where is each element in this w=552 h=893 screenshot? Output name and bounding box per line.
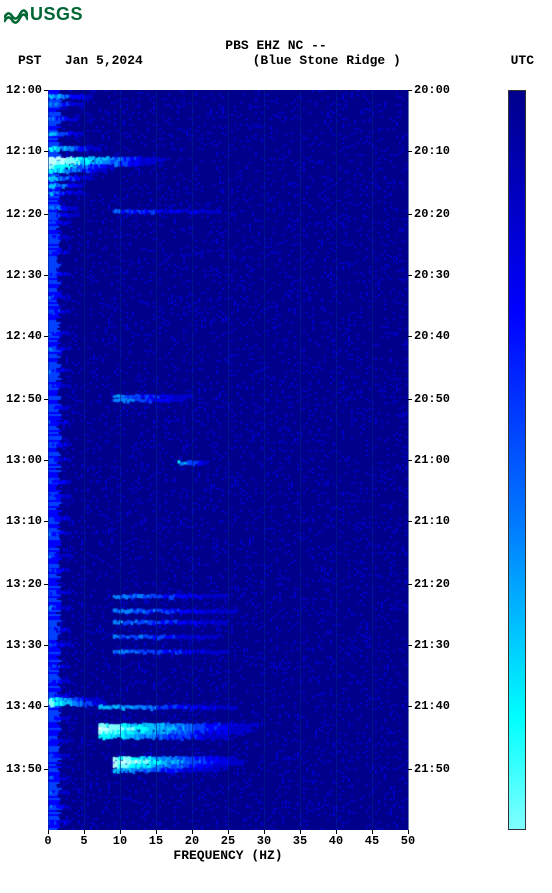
y-right-tick: 20:50	[414, 392, 450, 406]
x-tick: 25	[221, 834, 235, 848]
location-label: (Blue Stone Ridge )	[253, 53, 401, 68]
y-right-tick: 20:20	[414, 207, 450, 221]
y-left-tick: 13:50	[6, 762, 42, 776]
y-right-tick: 20:30	[414, 268, 450, 282]
x-tick: 50	[401, 834, 415, 848]
x-tick: 15	[149, 834, 163, 848]
y-left-tick: 12:50	[6, 392, 42, 406]
station-id: PBS EHZ NC --	[0, 38, 552, 53]
y-left-tick: 13:00	[6, 453, 42, 467]
colorbar	[508, 90, 526, 830]
y-left-tick: 13:10	[6, 514, 42, 528]
y-left-tick: 13:40	[6, 699, 42, 713]
usgs-logo-text: USGS	[30, 4, 83, 25]
y-left-tick: 13:20	[6, 577, 42, 591]
y-left-tick: 12:20	[6, 207, 42, 221]
y-right-tick: 21:00	[414, 453, 450, 467]
tz-right-label: UTC	[511, 53, 534, 68]
y-right-tick: 20:40	[414, 329, 450, 343]
chart-header: PBS EHZ NC -- PST Jan 5,2024 (Blue Stone…	[0, 38, 552, 68]
y-left-tick: 12:30	[6, 268, 42, 282]
x-tick: 0	[44, 834, 51, 848]
y-right-tick: 21:20	[414, 577, 450, 591]
x-axis-label: FREQUENCY (HZ)	[48, 848, 408, 863]
usgs-wave-icon	[4, 6, 28, 24]
y-right-tick: 21:40	[414, 699, 450, 713]
y-right-tick: 20:00	[414, 83, 450, 97]
tz-left-label: PST	[18, 53, 41, 68]
y-right-tick: 21:50	[414, 762, 450, 776]
y-left-tick: 12:00	[6, 83, 42, 97]
y-right-tick: 21:10	[414, 514, 450, 528]
usgs-logo: USGS	[4, 4, 83, 25]
x-tick: 20	[185, 834, 199, 848]
x-tick: 45	[365, 834, 379, 848]
y-right-tick: 20:10	[414, 144, 450, 158]
y-left-tick: 12:40	[6, 329, 42, 343]
x-tick: 5	[80, 834, 87, 848]
x-tick: 30	[257, 834, 271, 848]
date-label: Jan 5,2024	[65, 53, 143, 68]
x-tick: 40	[329, 834, 343, 848]
spectrogram-chart	[48, 90, 408, 830]
y-right-tick: 21:30	[414, 638, 450, 652]
x-tick: 35	[293, 834, 307, 848]
spectrogram-canvas	[48, 90, 408, 830]
y-left-tick: 13:30	[6, 638, 42, 652]
y-left-tick: 12:10	[6, 144, 42, 158]
x-tick: 10	[113, 834, 127, 848]
